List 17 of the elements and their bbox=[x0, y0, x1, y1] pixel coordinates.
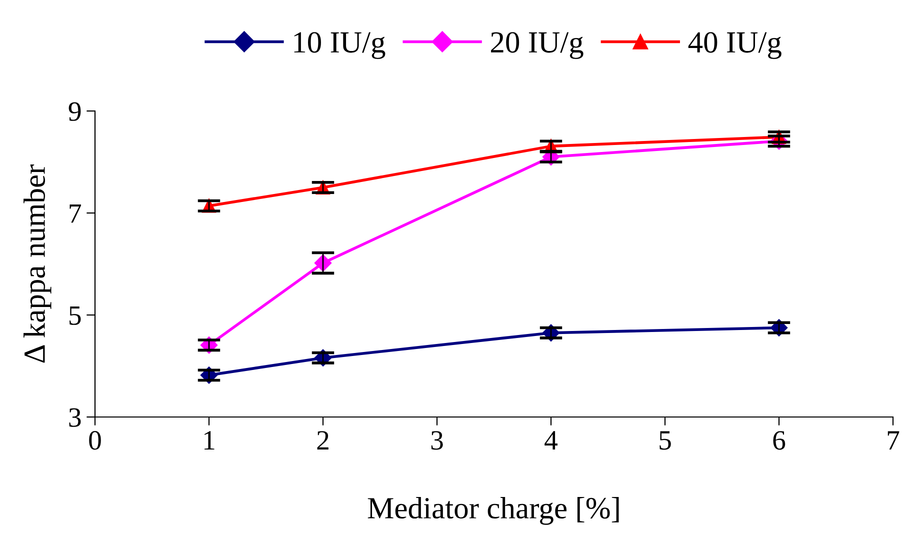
y-tick-label: 7 bbox=[70, 204, 82, 223]
legend-label: 10 IU/g bbox=[294, 32, 386, 60]
x-tick-label: 7 bbox=[888, 431, 900, 450]
y-tick-label: 9 bbox=[68, 102, 81, 121]
x-tick-label: 3 bbox=[431, 431, 443, 450]
legend-label: 20 IU/g bbox=[491, 32, 584, 60]
x-tick-label: 2 bbox=[317, 431, 328, 450]
legend-label: 40 IU/g bbox=[688, 32, 782, 60]
y-tick-label: 5 bbox=[70, 306, 81, 325]
x-axis-title: Mediator charge [%] bbox=[368, 497, 619, 525]
y-axis-title: Δ kappa number bbox=[24, 164, 52, 363]
x-tick-label: 0 bbox=[89, 430, 101, 450]
x-tick-label: 4 bbox=[544, 431, 558, 450]
x-tick-label: 1 bbox=[204, 431, 214, 450]
y-tick-label: 3 bbox=[69, 408, 81, 427]
x-tick-label: 5 bbox=[660, 431, 671, 450]
x-tick-label: 6 bbox=[773, 431, 786, 450]
